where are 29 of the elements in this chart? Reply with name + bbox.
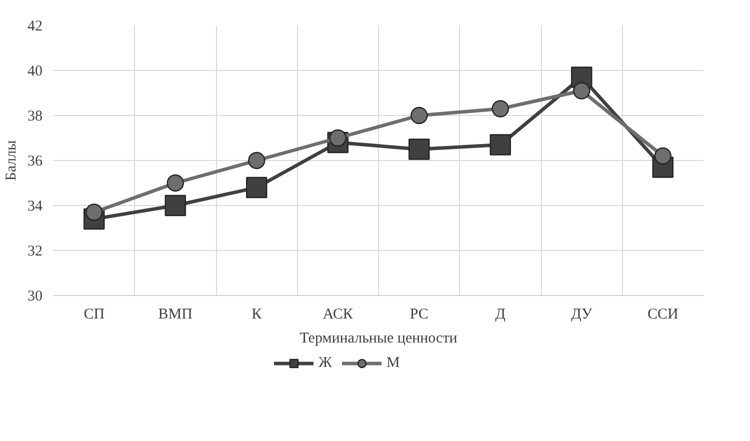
x-tick-label: СП [84,306,105,322]
x-tick-label: ССИ [647,306,678,322]
point [573,82,590,100]
y-tick-label: 42 [28,18,42,34]
y-tick-label: 30 [28,288,42,304]
y-tick-label: 38 [28,108,42,124]
y-tick-label: 40 [28,64,42,80]
y-tick-label: 32 [28,244,42,260]
point [408,138,430,160]
legend-label: Ж [318,354,333,372]
y-tick-label: 34 [28,198,43,214]
x-tick-label: АСК [322,306,354,322]
point [410,106,428,124]
point [246,176,268,198]
x-tick-label: ДУ [571,306,593,322]
y-axis-title: Баллы [4,140,20,181]
point [492,100,509,118]
point [164,194,186,216]
point [654,147,672,165]
y-tick-label: 36 [28,154,43,170]
point [248,152,266,170]
x-tick-label: К [252,306,263,322]
point [490,134,511,156]
x-tick-label: РС [410,306,428,322]
x-axis-title: Терминальные ценности [300,330,458,346]
x-tick-label: ВМП [158,306,193,322]
point [166,174,184,192]
legend-label: М [386,354,401,372]
x-tick-label: Д [495,306,506,322]
